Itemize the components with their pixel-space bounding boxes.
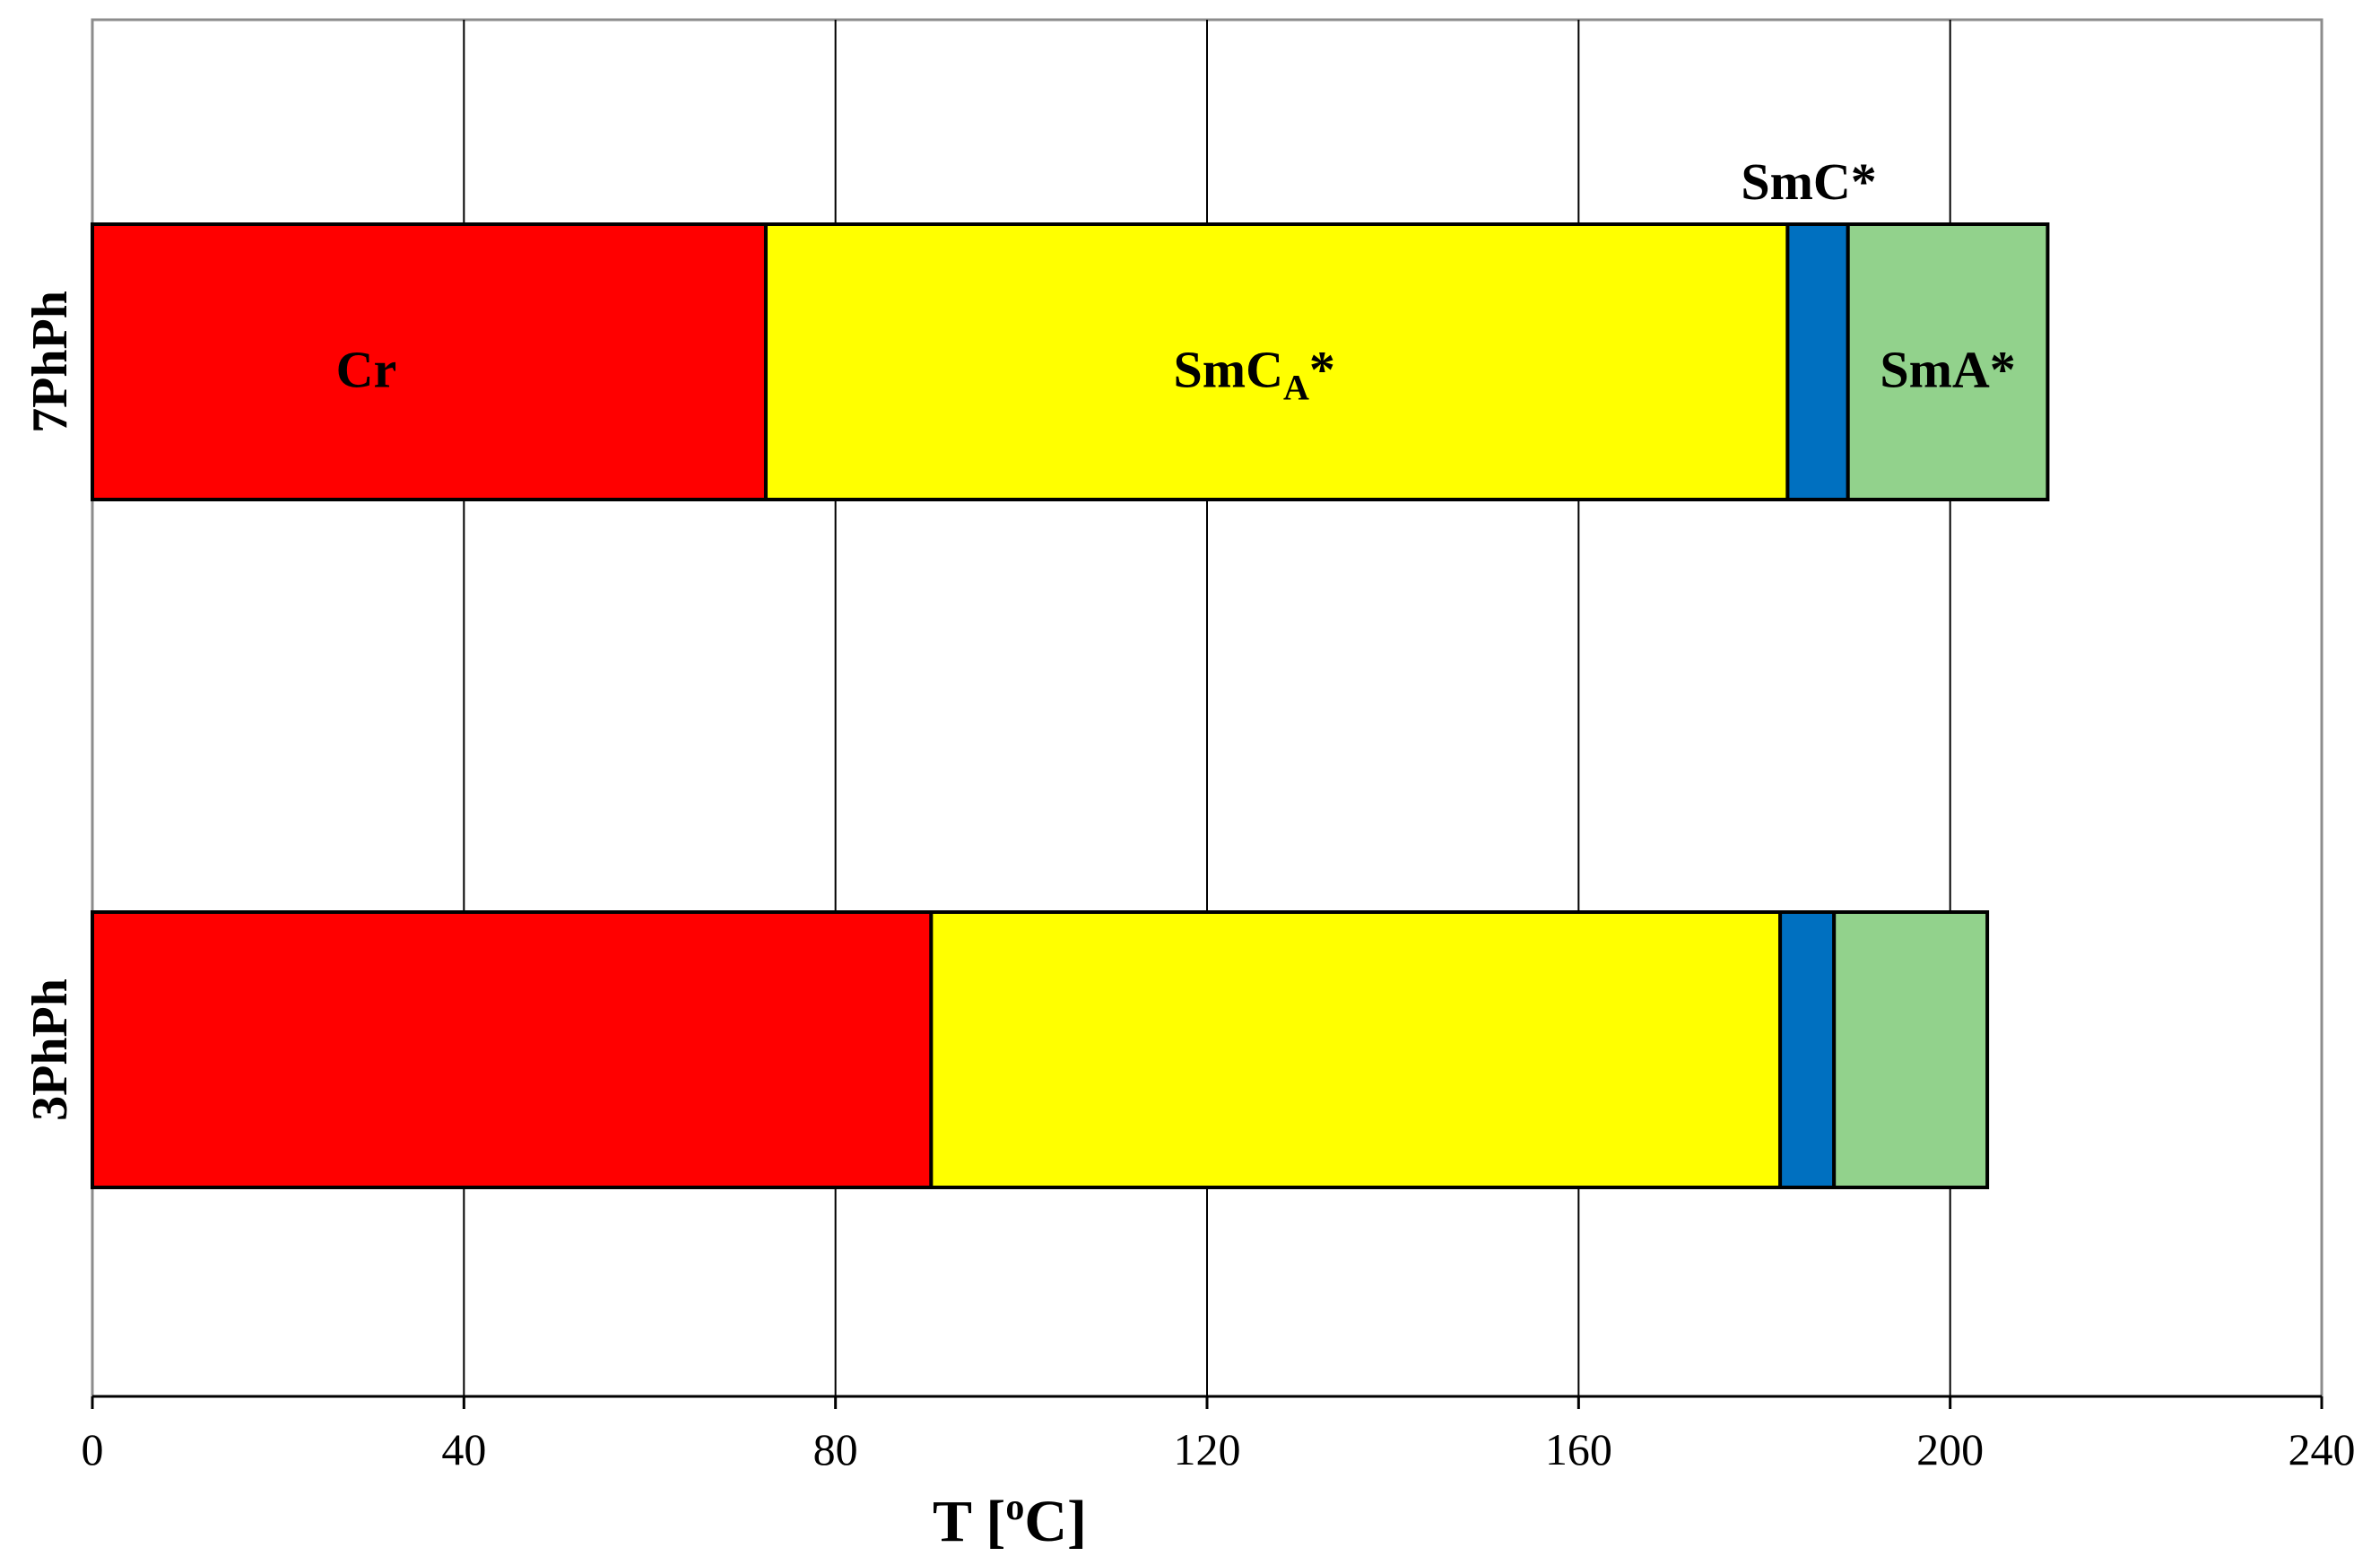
- bar-7PhPh-sma: [1846, 222, 2050, 501]
- bar-3PhPh-sma: [1832, 910, 1990, 1189]
- x-tick-label-120: 120: [1174, 1424, 1241, 1474]
- x-tick-labels: 0 40 80 120 160 200 240: [82, 1396, 2356, 1474]
- bar-3PhPh-smca: [929, 910, 1783, 1189]
- x-tick-label-160: 160: [1545, 1424, 1612, 1474]
- annotation-smca-sub: A: [1283, 368, 1309, 408]
- bar-7PhPh-smca: [763, 222, 1790, 501]
- annotation-sma: SmA*: [1880, 341, 2015, 399]
- x-tick-label-0: 0: [82, 1424, 104, 1474]
- bar-3PhPh-cr: [91, 910, 934, 1189]
- x-tick-label-240: 240: [2289, 1424, 2356, 1474]
- y-category-label-3PhPh: 3PhPh: [22, 978, 78, 1121]
- x-tick-label-200: 200: [1916, 1424, 1984, 1474]
- x-tick-label-80: 80: [813, 1424, 858, 1474]
- annotation-smca-star: *: [1309, 341, 1335, 399]
- x-axis-title: T [oC]: [933, 1487, 1087, 1554]
- annotation-cr: Cr: [336, 341, 397, 399]
- bar-7PhPh-smc: [1785, 222, 1850, 501]
- y-category-labels: 7PhPh 3PhPh: [22, 291, 78, 1121]
- bar-3PhPh-smc: [1778, 910, 1837, 1189]
- x-tick-label-40: 40: [441, 1424, 486, 1474]
- y-category-label-7PhPh: 7PhPh: [22, 291, 78, 433]
- annotation-smca: SmCA*: [1174, 341, 1335, 408]
- annotation-smca-main: SmC: [1174, 341, 1283, 399]
- phase-annotations: Cr SmCA*SmC*SmA*: [336, 152, 2016, 408]
- bars-group: [91, 222, 2050, 1189]
- annotation-smc: SmC*: [1741, 152, 1876, 211]
- bar-7PhPh-cr: [91, 222, 768, 501]
